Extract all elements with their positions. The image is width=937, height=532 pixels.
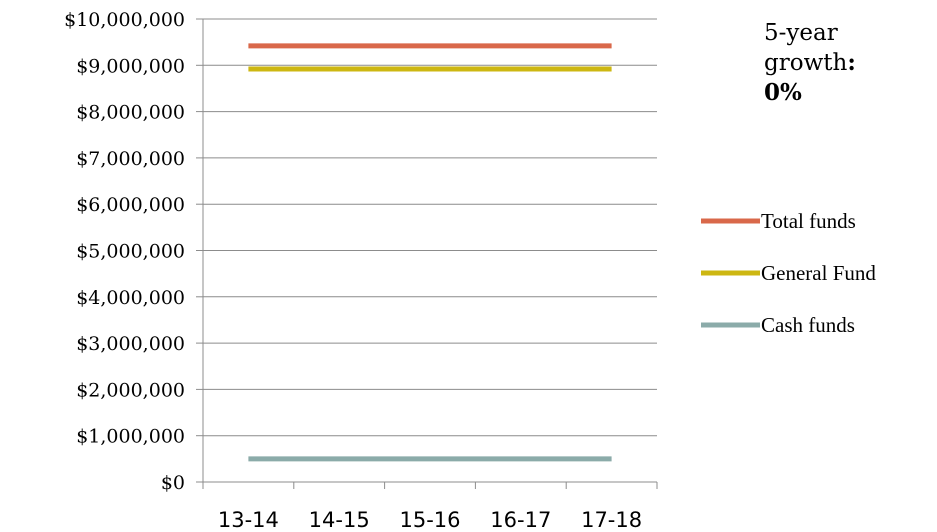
y-tick-label: $3,000,000 [76, 333, 185, 355]
series-lines [248, 43, 612, 462]
x-tick-label: 15-16 [399, 508, 460, 532]
x-tick-label: 16-17 [490, 508, 551, 532]
y-axis: $0 $1,000,000 $2,000,000 $3,000,000 $4,000,0… [64, 9, 204, 494]
gridlines [203, 18, 657, 437]
growth-annotation-value: 0% [764, 79, 802, 106]
y-tick-label: $2,000,000 [76, 379, 185, 401]
x-tick-label: 13-14 [218, 508, 279, 532]
growth-annotation-label: growth [764, 50, 848, 76]
x-axis: 13-14 14-15 15-16 16-17 17-18 [202, 481, 658, 532]
growth-annotation: 5-year growth: 0% [764, 18, 934, 108]
legend-label: General Fund [761, 261, 876, 285]
y-tick-label: $0 [161, 472, 185, 494]
growth-annotation-colon: : [847, 49, 856, 76]
x-tick-label: 17-18 [581, 508, 642, 532]
legend-label: Cash funds [761, 313, 855, 337]
y-tick-label: $6,000,000 [76, 194, 185, 216]
y-tick-label: $5,000,000 [76, 241, 185, 263]
y-tick-label: $10,000,000 [64, 9, 185, 31]
y-tick-label: $1,000,000 [76, 426, 185, 448]
y-tick-label: $9,000,000 [76, 55, 185, 77]
x-tick-label: 14-15 [309, 508, 370, 532]
legend: Total funds General Fund Cash funds [701, 209, 876, 337]
y-tick-label: $7,000,000 [76, 148, 185, 170]
growth-annotation-prefix: 5-year [764, 20, 838, 46]
growth-annotation-label-line: growth: [764, 48, 934, 78]
legend-label: Total funds [761, 209, 856, 233]
y-tick-label: $8,000,000 [76, 102, 185, 124]
y-tick-label: $4,000,000 [76, 287, 185, 309]
